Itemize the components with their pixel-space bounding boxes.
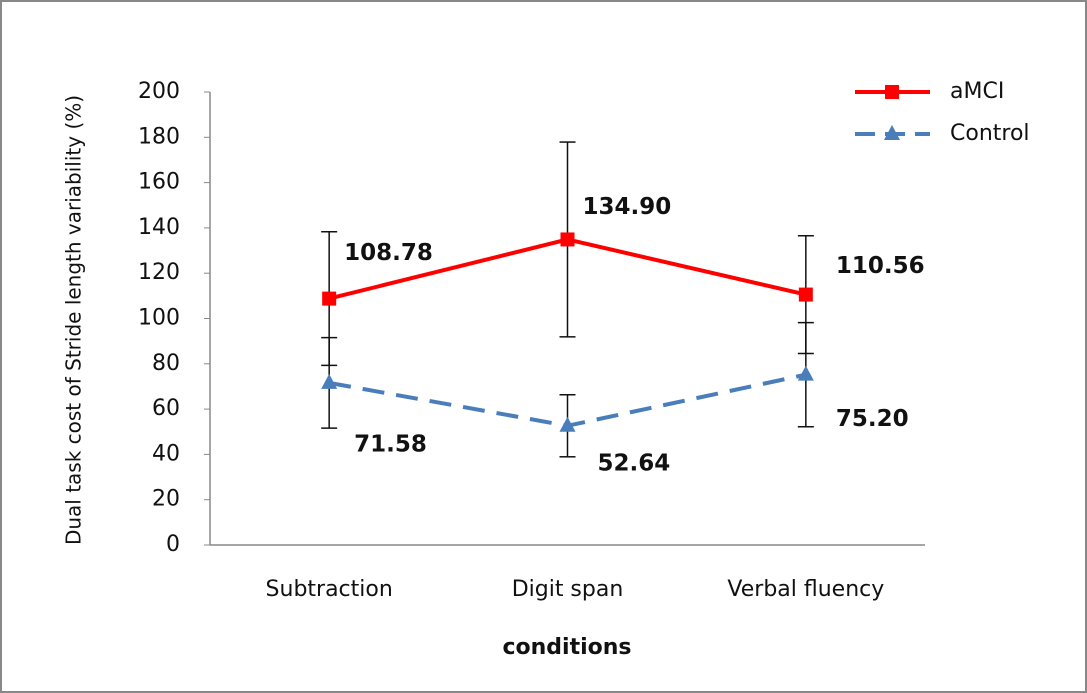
data-label: 75.20 — [836, 406, 909, 432]
data-label: 134.90 — [583, 194, 672, 220]
y-axis-title: Dual task cost of Stride length variabil… — [62, 95, 86, 545]
x-tick-label: Subtraction — [266, 577, 393, 602]
y-tick-label: 40 — [152, 441, 180, 466]
data-point — [322, 291, 337, 306]
x-tick-label: Digit span — [512, 577, 624, 602]
data-label: 108.78 — [344, 240, 433, 266]
y-tick-label: 100 — [138, 306, 180, 331]
y-tick-label: 140 — [138, 215, 180, 240]
data-point — [560, 232, 575, 247]
y-tick-label: 160 — [138, 170, 180, 195]
legend-label: Control — [950, 121, 1030, 146]
y-tick-label: 20 — [152, 487, 180, 512]
legend-label: aMCI — [950, 79, 1004, 104]
y-tick-label: 120 — [138, 260, 180, 285]
y-tick-label: 200 — [138, 79, 180, 104]
data-point — [559, 416, 576, 432]
y-tick-label: 180 — [138, 124, 180, 149]
data-point — [797, 365, 814, 381]
y-tick-label: 80 — [152, 351, 180, 376]
data-point — [321, 373, 338, 389]
x-axis-title: conditions — [502, 635, 631, 660]
legend-marker — [884, 125, 900, 140]
y-tick-label: 0 — [166, 532, 180, 557]
y-tick-label: 60 — [152, 396, 180, 421]
legend-marker — [885, 85, 899, 99]
data-label: 71.58 — [354, 431, 427, 457]
x-tick-label: Verbal fluency — [727, 577, 884, 602]
data-label: 110.56 — [836, 253, 925, 279]
data-label: 52.64 — [598, 450, 671, 476]
data-point — [798, 287, 813, 302]
